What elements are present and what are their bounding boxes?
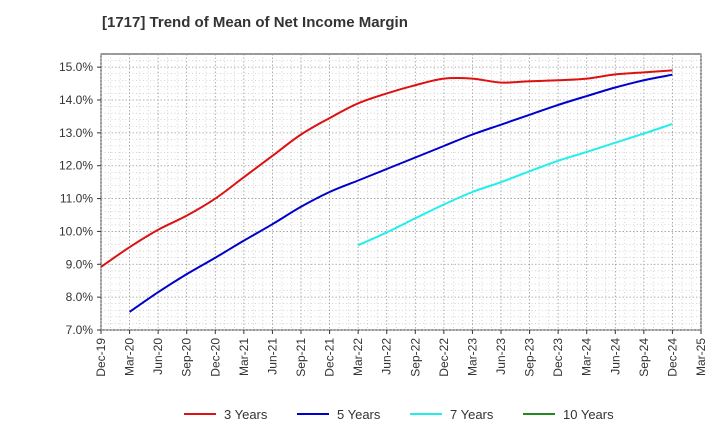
y-tick-label: 10.0% — [59, 224, 93, 238]
x-axis: Dec-19 Mar-20 Jun-20 Sep-20 Dec-20 Mar-21 Jun-… — [94, 330, 708, 377]
series-line-5-years — [129, 73, 673, 313]
plot-area — [100, 53, 702, 331]
x-tick-label: Mar-22 — [351, 338, 365, 376]
x-tick-label: Sep-20 — [180, 338, 194, 377]
x-tick-label: Jun-22 — [380, 338, 394, 375]
series-line-3-years — [100, 69, 673, 268]
x-tick-label: Dec-22 — [437, 338, 451, 377]
y-tick-label: 7.0% — [66, 323, 94, 337]
x-tick-label: Sep-21 — [294, 338, 308, 377]
x-tick-label: Mar-20 — [123, 338, 137, 376]
x-tick-label: Mar-25 — [694, 338, 708, 376]
y-axis: 7.0% 8.0% 9.0% 10.0% 11.0% 12.0% 13.0% 14.0% 15.… — [59, 60, 101, 337]
x-tick-label: Dec-19 — [94, 338, 108, 377]
series-line-7-years — [357, 123, 673, 247]
legend-label: 3 Years — [224, 407, 268, 422]
y-tick-label: 12.0% — [59, 159, 93, 173]
series-lines — [100, 69, 673, 313]
x-tick-label: Dec-23 — [551, 338, 565, 377]
x-tick-label: Sep-22 — [408, 338, 422, 377]
x-tick-label: Mar-24 — [580, 338, 594, 376]
x-tick-label: Dec-24 — [665, 338, 679, 377]
x-tick-label: Sep-23 — [523, 338, 537, 377]
legend-label: 7 Years — [450, 407, 494, 422]
y-tick-label: 9.0% — [66, 257, 94, 271]
y-tick-label: 8.0% — [66, 290, 94, 304]
y-tick-label: 11.0% — [60, 192, 93, 206]
legend-label: 10 Years — [563, 407, 614, 422]
legend: 3 Years 5 Years 7 Years 10 Years — [184, 407, 614, 422]
x-tick-label: Mar-23 — [465, 338, 479, 376]
x-tick-label: Jun-23 — [494, 338, 508, 375]
grid-lines — [100, 54, 702, 331]
x-tick-label: Dec-20 — [208, 338, 222, 377]
y-tick-label: 15.0% — [59, 60, 93, 74]
x-tick-label: Mar-21 — [237, 338, 251, 376]
x-tick-label: Dec-21 — [323, 338, 337, 377]
chart-title: [1717] Trend of Mean of Net Income Margi… — [102, 14, 408, 31]
x-tick-label: Sep-24 — [637, 338, 651, 377]
x-tick-label: Jun-24 — [608, 338, 622, 375]
y-tick-label: 13.0% — [59, 126, 93, 140]
x-tick-label: Jun-21 — [265, 338, 279, 375]
x-tick-label: Jun-20 — [151, 338, 165, 375]
y-tick-label: 14.0% — [59, 93, 93, 107]
legend-label: 5 Years — [337, 407, 381, 422]
